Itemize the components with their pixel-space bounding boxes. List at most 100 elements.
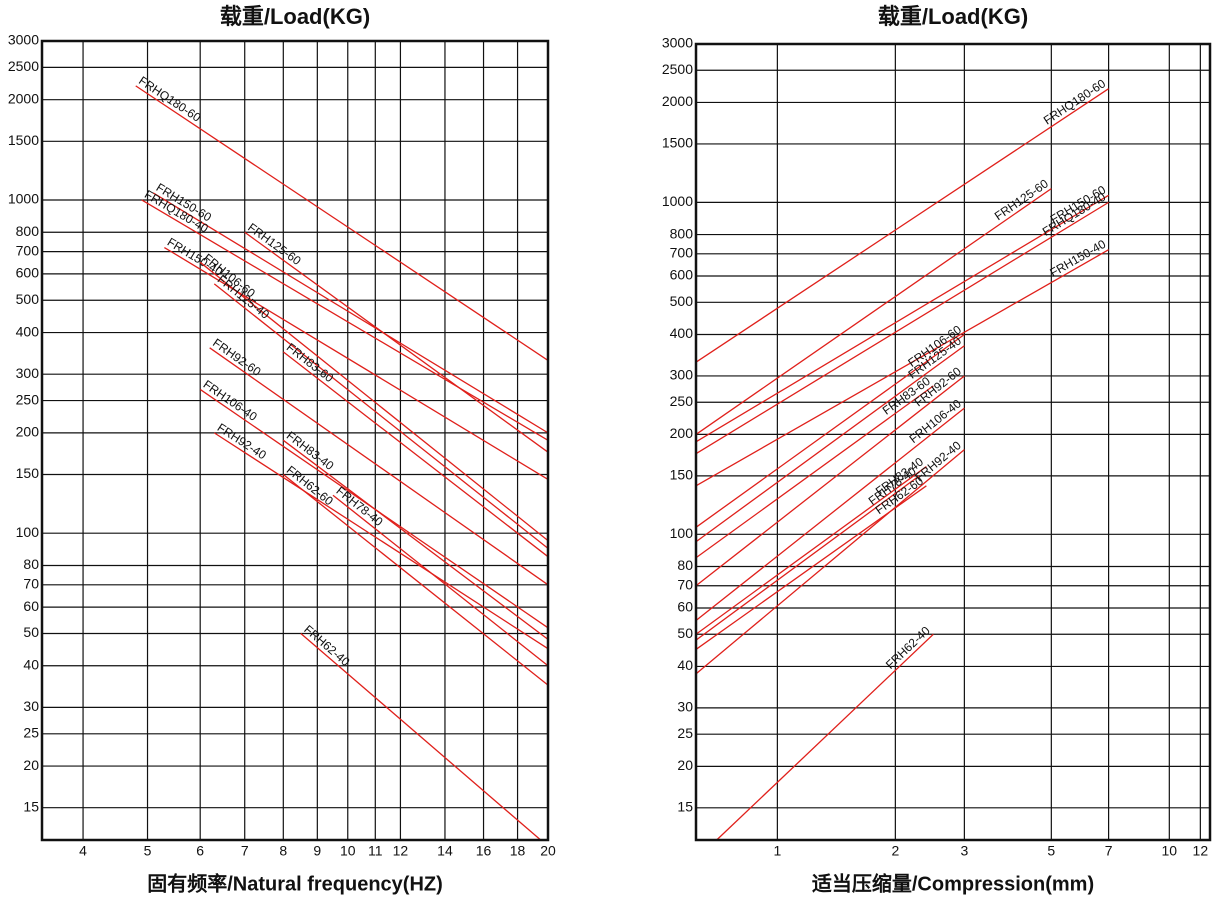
y-tick-label: 600 [16,265,40,281]
x-axis-label: 适当压缩量/Compression(mm) [812,871,1094,895]
x-tick-label: 20 [540,843,556,859]
y-tick-label: 200 [16,424,40,440]
x-tick-label: 9 [313,843,321,859]
y-tick-label: 50 [677,625,693,641]
y-tick-label: 60 [23,598,39,614]
series-line [213,283,549,549]
y-tick-label: 800 [16,223,40,239]
series-line [695,88,1109,363]
y-tick-label: 700 [670,245,694,261]
x-tick-label: 16 [476,843,492,859]
y-tick-label: 150 [670,467,694,483]
series-line [695,201,1109,455]
y-tick-label: 250 [16,391,40,407]
x-tick-label: 1 [773,843,781,859]
y-tick-label: 80 [677,557,693,573]
series-label: FRH125-60 [992,176,1051,223]
y-tick-label: 40 [23,656,39,672]
y-tick-label: 25 [23,724,39,740]
series-line [695,475,920,641]
series-line [695,407,965,622]
y-tick-label: 15 [677,799,693,815]
series-line [244,231,549,453]
series-line [716,633,934,841]
series-line [695,345,965,543]
series-line [164,246,549,480]
y-tick-label: 800 [670,225,694,241]
x-tick-label: 7 [241,843,249,859]
y-tick-label: 2500 [662,61,693,77]
plot-frame [40,39,550,842]
y-tick-label: 2000 [662,93,693,109]
x-tick-label: 5 [1047,843,1055,859]
chart-title: 载重/Load(KG) [878,4,1028,29]
y-tick-label: 2500 [8,58,39,74]
chart-title: 载重/Load(KG) [220,4,370,29]
x-tick-label: 10 [1162,843,1178,859]
series-line [300,632,542,841]
series-line [152,192,549,434]
x-tick-label: 14 [437,843,453,859]
series-line [695,375,965,587]
series-label: FRH125-60 [245,220,304,268]
x-tick-label: 2 [891,843,899,859]
y-tick-label: 1000 [662,193,693,209]
series-label: FRH62-40 [883,623,933,671]
x-tick-label: 8 [279,843,287,859]
x-tick-label: 4 [79,843,87,859]
series-line [135,85,549,361]
y-tick-label: 50 [23,624,39,640]
y-tick-label: 300 [670,367,694,383]
y-tick-label: 20 [23,757,39,773]
y-tick-label: 40 [677,657,693,673]
plot-frame [694,42,1212,842]
y-tick-label: 70 [677,576,693,592]
y-tick-label: 70 [23,575,39,591]
y-tick-label: 2000 [8,90,39,106]
x-tick-label: 3 [960,843,968,859]
y-tick-label: 100 [670,525,694,541]
y-tick-label: 3000 [662,35,693,51]
y-tick-label: 250 [670,393,694,409]
y-tick-label: 1500 [8,132,39,148]
y-tick-label: 600 [670,267,694,283]
y-tick-label: 3000 [8,32,39,48]
y-tick-label: 400 [670,325,694,341]
y-tick-label: 300 [16,365,40,381]
series-label: FRH62-40 [301,622,352,669]
series-label: FRH150-40 [1047,237,1108,280]
series-line [332,494,549,667]
y-tick-label: 700 [16,242,40,258]
series-line [141,199,549,441]
series-line [695,333,965,528]
series-line [282,473,549,686]
y-tick-label: 1500 [662,135,693,151]
x-tick-label: 6 [196,843,204,859]
series-line [695,249,1109,487]
y-tick-label: 30 [23,698,39,714]
x-tick-label: 5 [144,843,152,859]
series-label: FRH92-60 [210,336,264,379]
x-tick-label: 11 [368,843,383,859]
series-line [695,449,965,675]
y-tick-label: 150 [16,465,40,481]
series-line [695,385,934,559]
series-line [695,194,1109,443]
y-tick-label: 15 [23,798,39,814]
x-tick-label: 12 [1193,843,1209,859]
series-line [199,261,549,542]
y-tick-label: 500 [670,293,694,309]
y-tick-label: 200 [670,425,694,441]
y-tick-label: 60 [677,599,693,615]
series-line [213,432,549,650]
x-tick-label: 7 [1105,843,1113,859]
y-tick-label: 400 [16,323,40,339]
x-tick-label: 10 [340,843,356,859]
y-tick-label: 500 [16,291,40,307]
series-line [695,466,927,635]
y-tick-label: 1000 [8,191,39,207]
x-tick-label: 12 [393,843,409,859]
series-label: FRH78-40 [333,484,385,530]
x-tick-label: 18 [510,843,526,859]
